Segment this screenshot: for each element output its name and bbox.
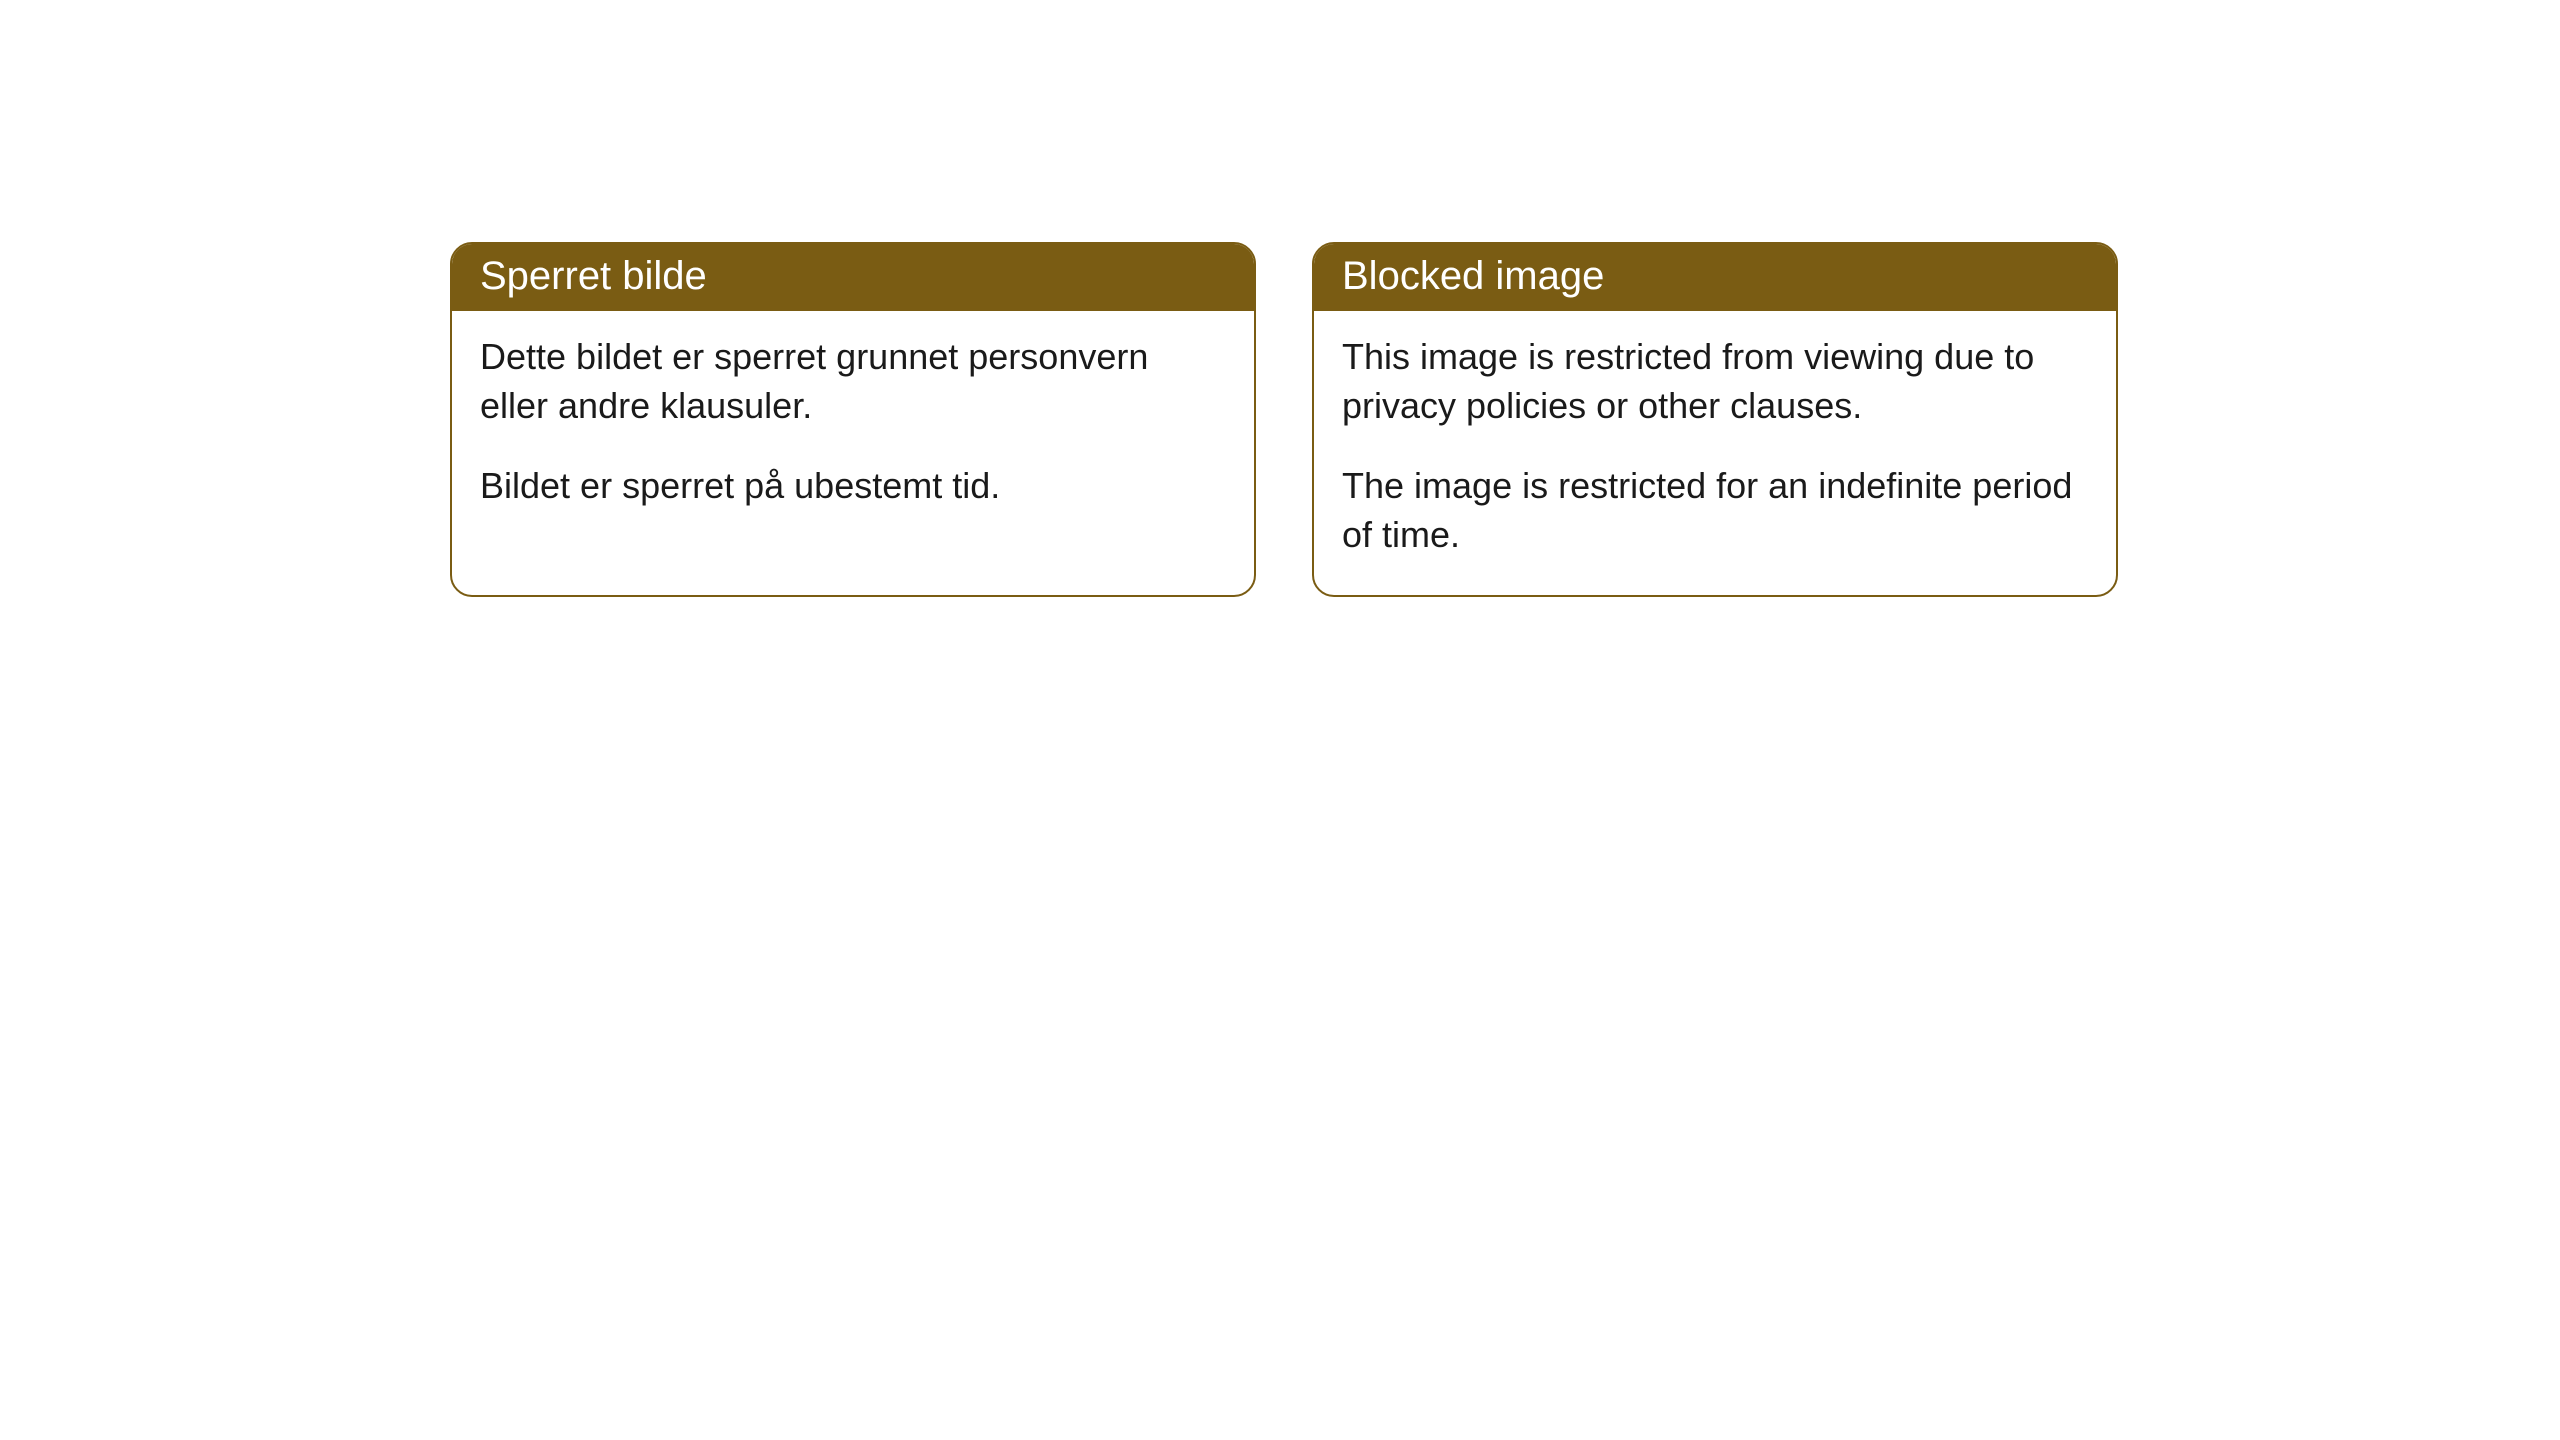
card-header: Blocked image xyxy=(1314,244,2116,311)
card-body: Dette bildet er sperret grunnet personve… xyxy=(452,311,1254,547)
card-title: Blocked image xyxy=(1342,254,1604,298)
card-body: This image is restricted from viewing du… xyxy=(1314,311,2116,595)
card-paragraph-1: This image is restricted from viewing du… xyxy=(1342,333,2088,430)
card-paragraph-1: Dette bildet er sperret grunnet personve… xyxy=(480,333,1226,430)
blocked-image-card-english: Blocked image This image is restricted f… xyxy=(1312,242,2118,597)
cards-container: Sperret bilde Dette bildet er sperret gr… xyxy=(450,242,2118,597)
card-paragraph-2: Bildet er sperret på ubestemt tid. xyxy=(480,462,1226,511)
card-title: Sperret bilde xyxy=(480,254,707,298)
card-paragraph-2: The image is restricted for an indefinit… xyxy=(1342,462,2088,559)
card-header: Sperret bilde xyxy=(452,244,1254,311)
blocked-image-card-norwegian: Sperret bilde Dette bildet er sperret gr… xyxy=(450,242,1256,597)
